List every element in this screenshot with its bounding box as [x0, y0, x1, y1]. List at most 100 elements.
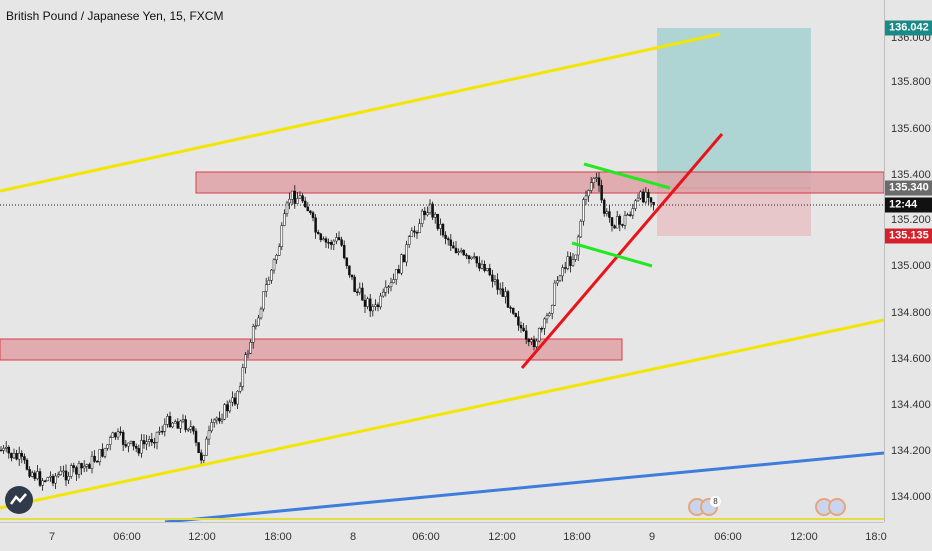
- candle-body: [566, 256, 570, 269]
- candle-body: [212, 419, 216, 423]
- chart-title: British Pound / Japanese Yen, 15, FXCM: [6, 9, 224, 23]
- candle-body: [249, 342, 252, 354]
- time-tick-label: 12:00: [488, 531, 516, 543]
- candle-body: [277, 246, 281, 256]
- candle-body: [158, 430, 161, 433]
- candle-body: [428, 203, 432, 213]
- candle-body: [597, 177, 601, 186]
- candle-body: [397, 269, 401, 274]
- candle-body: [350, 274, 354, 278]
- candle-body: [41, 480, 44, 486]
- tradingview-logo-icon[interactable]: [5, 486, 33, 514]
- lower-channel-line[interactable]: [0, 318, 884, 510]
- candle-body: [384, 286, 388, 293]
- candle-body: [532, 339, 536, 348]
- candle-body: [233, 397, 237, 405]
- candle-body: [155, 431, 159, 443]
- candle-body: [80, 463, 83, 469]
- wedge-upper-line[interactable]: [583, 162, 671, 190]
- candle-body: [574, 254, 577, 260]
- candle-body: [636, 197, 640, 202]
- candle-body: [332, 240, 336, 245]
- candle-body: [355, 291, 359, 294]
- jp-flag-event-icon-2[interactable]: [828, 498, 846, 516]
- candle-body: [595, 177, 598, 179]
- candle-body: [145, 441, 148, 445]
- support-zone[interactable]: [0, 338, 623, 361]
- blue-trend-line[interactable]: [164, 451, 884, 522]
- candle-body: [23, 456, 26, 461]
- candle-body: [592, 178, 596, 183]
- candle-body: [400, 254, 403, 274]
- candle-body: [368, 298, 372, 312]
- candle-body: [160, 430, 164, 433]
- candle-body: [348, 265, 351, 276]
- candle-body: [137, 448, 141, 454]
- candle-body: [75, 467, 78, 475]
- candle-body: [613, 225, 616, 229]
- candle-body: [134, 445, 138, 449]
- price-axis[interactable]: 136.000 135.800 135.600 135.400 135.200 135.0…: [884, 0, 932, 522]
- candle-body: [514, 313, 518, 317]
- candle-body: [119, 431, 122, 434]
- candle-body: [64, 470, 68, 481]
- price-chart[interactable]: [0, 0, 884, 522]
- target-zone[interactable]: [657, 28, 811, 188]
- candle-body: [582, 199, 585, 222]
- candle-body: [10, 452, 13, 459]
- candle-body: [470, 256, 473, 260]
- candle-body: [147, 439, 151, 442]
- candle-body: [509, 307, 512, 309]
- price-tick-label: 135.600: [891, 123, 931, 135]
- candle-body: [472, 256, 476, 258]
- candle-body: [556, 280, 559, 284]
- candle-body: [353, 276, 356, 293]
- candle-body: [537, 328, 541, 342]
- candle-body: [504, 291, 507, 297]
- time-tick-label: 18:00: [264, 531, 292, 543]
- candle-body: [394, 269, 398, 280]
- candle-body: [153, 441, 156, 444]
- candle-body: [264, 284, 268, 292]
- candle-body: [202, 455, 206, 461]
- candle-body: [296, 198, 299, 204]
- candle-body: [589, 182, 593, 191]
- stop-zone[interactable]: [657, 188, 811, 236]
- candle-body: [628, 214, 632, 216]
- candle-body: [618, 216, 622, 225]
- candle-body: [210, 422, 213, 432]
- candle-body: [407, 236, 411, 245]
- candle-body: [517, 316, 520, 326]
- resistance-zone[interactable]: [195, 171, 884, 194]
- candle-body: [467, 255, 471, 260]
- candle-body: [124, 444, 128, 447]
- time-axis[interactable]: 7 06:00 12:00 18:00 8 06:00 12:00 18:00 9 06:00 12…: [0, 522, 887, 551]
- candle-body: [259, 308, 263, 319]
- price-tick-label: 134.400: [891, 399, 931, 411]
- candle-body: [43, 480, 47, 483]
- candle-body: [46, 477, 50, 482]
- candle-body: [15, 453, 18, 460]
- candle-body: [496, 279, 499, 290]
- candle-body: [600, 185, 603, 201]
- candle-body: [324, 238, 328, 243]
- upper-channel-line[interactable]: [0, 32, 721, 193]
- candle-body: [150, 439, 154, 443]
- candle-body: [426, 212, 429, 216]
- candle-body: [288, 198, 291, 204]
- candle-body: [436, 213, 440, 229]
- candle-body: [244, 354, 247, 368]
- time-tick-label: 06:00: [714, 531, 742, 543]
- wedge-lower-line[interactable]: [571, 241, 653, 268]
- candle-body: [103, 447, 107, 457]
- candle-body: [254, 325, 258, 327]
- candle-body: [376, 304, 380, 308]
- candle-body: [238, 386, 242, 392]
- red-trend-line[interactable]: [520, 133, 724, 369]
- price-tick-label: 134.800: [891, 307, 931, 319]
- candle-body: [95, 461, 99, 463]
- candle-body: [184, 419, 187, 430]
- time-tick-label: 18:00: [563, 531, 591, 543]
- candle-body: [309, 210, 312, 213]
- price-tick-label: 135.400: [891, 169, 931, 181]
